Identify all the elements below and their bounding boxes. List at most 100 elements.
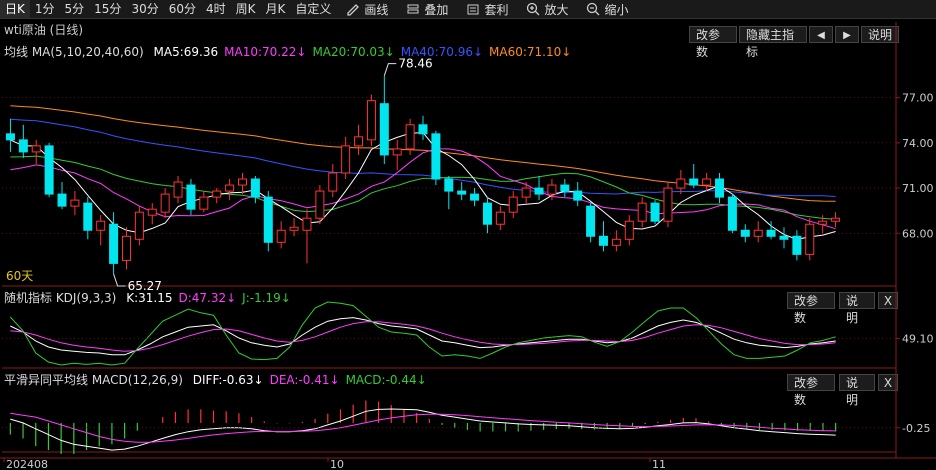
candle-body (831, 217, 841, 222)
candle-17 (225, 179, 235, 201)
tool-label: 叠加 (424, 2, 449, 17)
candle-body (276, 229, 286, 243)
candle-body (766, 229, 776, 237)
candle-body (547, 184, 557, 195)
macd-help-button[interactable]: 说明 (839, 374, 875, 407)
period-9[interactable]: 自定义 (295, 2, 332, 16)
main-params-button[interactable]: 改参数 (689, 26, 737, 59)
candle-body (109, 223, 119, 264)
candle-body (431, 133, 441, 180)
candle-body (779, 235, 789, 240)
candle-60 (779, 227, 789, 249)
candle-body (315, 190, 325, 219)
close-icon: X (883, 294, 893, 308)
period-6[interactable]: 4时 (206, 2, 226, 16)
period-5[interactable]: 60分 (168, 2, 196, 16)
candle-27 (354, 124, 364, 155)
candle-15 (199, 191, 209, 213)
candle-57 (740, 224, 750, 243)
tool-label: 套利 (484, 2, 509, 17)
period-4[interactable]: 30分 (131, 2, 159, 16)
candle-14 (186, 179, 196, 216)
candle-49 (637, 197, 647, 228)
tool-list: 画线 叠加 套利 放大 缩小 (342, 0, 628, 18)
next-indicator-button[interactable]: ▶ (835, 26, 859, 43)
ma20-line (10, 155, 836, 220)
candle-10 (134, 206, 144, 246)
kdj-tick-label: 49.10 (902, 333, 934, 346)
tool-arbitrage-button[interactable]: 套利 (466, 0, 508, 18)
main-help-button[interactable]: 说明 (861, 26, 899, 43)
candle-body (199, 196, 209, 210)
candle-52 (676, 169, 686, 195)
ma40-line (10, 118, 836, 197)
candle-body (263, 196, 273, 243)
ma5-line (10, 132, 836, 240)
candle-37 (482, 197, 492, 234)
candle-body (418, 124, 428, 135)
candle-body (534, 187, 544, 195)
period-1[interactable]: 1分 (34, 2, 55, 16)
tool-label: 缩小 (604, 2, 629, 17)
candle-body (740, 229, 750, 237)
candle-body (521, 187, 531, 198)
candle-body (689, 178, 699, 186)
arrow-right-icon: ▶ (843, 30, 851, 41)
ma-label: 均线 MA(5,10,20,40,60) (4, 45, 144, 59)
candle-21 (276, 221, 286, 249)
period-8[interactable]: 月K (265, 2, 286, 16)
period-7[interactable]: 周K (235, 2, 256, 16)
candle-body (147, 208, 157, 216)
tool-zoom-in-button[interactable]: 放大 (526, 0, 568, 18)
candle-body (624, 220, 634, 240)
candle-body (212, 190, 222, 198)
prev-indicator-button[interactable]: ◀ (809, 26, 833, 43)
candle-body (379, 103, 389, 156)
candle-42 (547, 179, 557, 201)
period-2[interactable]: 5分 (64, 2, 85, 16)
candle-36 (470, 188, 480, 207)
candle-body (18, 139, 28, 153)
candle-body (457, 190, 467, 195)
ma-header: 均线 MA(5,10,20,40,60) MA5:69.36 MA10:70.22… (4, 44, 577, 60)
candle-35 (457, 182, 467, 201)
macd-value-2: MACD:-0.44↓ (345, 373, 427, 387)
days-range-label: 60天 (6, 269, 33, 283)
macd-params-button[interactable]: 改参数 (787, 374, 835, 407)
candle-body (5, 133, 15, 141)
candle-53 (689, 163, 699, 189)
candle-11 (147, 203, 157, 225)
candle-body (44, 145, 54, 195)
tool-layers-button[interactable]: 叠加 (406, 0, 448, 18)
tool-zoom-out-button[interactable]: 缩小 (586, 0, 628, 18)
candle-16 (212, 188, 222, 204)
kdj-value-2: J:-1.19↓ (242, 291, 291, 305)
candle-body (637, 202, 647, 222)
candle-body (186, 184, 196, 210)
high-marker-line (383, 63, 397, 76)
period-0[interactable]: 日K (0, 0, 30, 18)
macd-close-button[interactable]: X (878, 374, 898, 391)
candle-2 (31, 139, 41, 164)
hide-main-indicator-button[interactable]: 隐藏主指标 (739, 26, 807, 59)
candle-body (173, 181, 183, 198)
macd-value-0: DIFF:-0.63↓ (192, 373, 264, 387)
candle-12 (160, 188, 170, 219)
candle-body (715, 178, 725, 198)
candle-55 (715, 173, 725, 204)
candle-body (560, 184, 570, 192)
period-3[interactable]: 15分 (94, 2, 122, 16)
ma10-line (10, 148, 836, 230)
kdj-params-button[interactable]: 改参数 (787, 292, 835, 325)
kdj-help-button[interactable]: 说明 (839, 292, 875, 325)
candle-body (792, 235, 802, 255)
tool-pencil-button[interactable]: 画线 (346, 0, 388, 18)
candle-5 (70, 191, 80, 216)
ma-value-4: MA60:71.10↓ (489, 45, 572, 59)
macd-dea-line (10, 412, 836, 443)
candle-body (495, 211, 505, 225)
kdj-close-button[interactable]: X (878, 292, 898, 309)
candle-56 (727, 194, 737, 234)
candle-59 (766, 221, 776, 240)
candle-body (805, 223, 815, 255)
